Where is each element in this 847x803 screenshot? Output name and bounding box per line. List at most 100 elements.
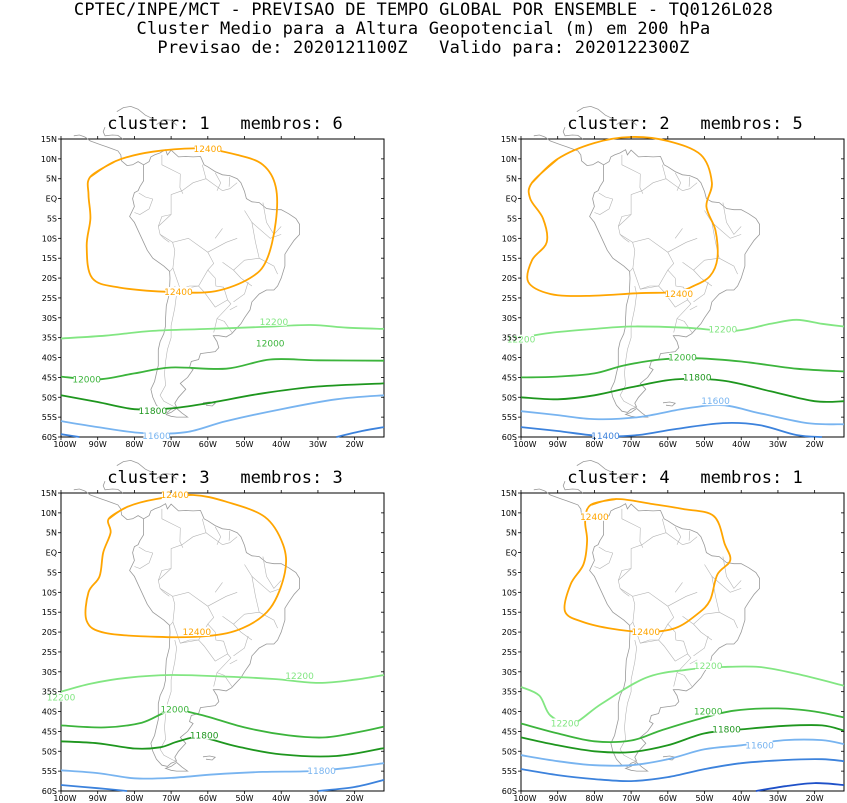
contour-label: 12000 bbox=[72, 375, 101, 385]
lat-tick-label: 5S bbox=[507, 568, 517, 577]
country-border bbox=[619, 588, 630, 597]
contour-label: 11800 bbox=[307, 767, 336, 777]
geopotential-contour bbox=[520, 758, 845, 783]
country-border bbox=[629, 621, 634, 626]
contour-label-bg bbox=[632, 627, 659, 637]
geopotential-contour bbox=[60, 674, 385, 693]
panel-2-map: 12400 12200 12200 12000 11800 11600 11400 15N 10… bbox=[501, 105, 845, 449]
geopotential-contour bbox=[563, 498, 732, 634]
country-border bbox=[244, 210, 260, 261]
contour-label-bg bbox=[508, 334, 534, 344]
contour-label: 12000 bbox=[694, 708, 723, 718]
country-border bbox=[159, 588, 170, 597]
contour-label-bg bbox=[161, 489, 188, 499]
lat-tick-label: 25S bbox=[42, 294, 57, 303]
lat-tick-label: 5N bbox=[46, 529, 57, 538]
country-border bbox=[619, 285, 637, 408]
lat-tick-label: 25S bbox=[42, 648, 57, 657]
map-frame bbox=[520, 138, 845, 438]
country-border bbox=[180, 639, 232, 687]
lat-tick-label: 40S bbox=[42, 354, 57, 363]
caribbean-coastline bbox=[156, 473, 178, 480]
lat-tick-label: 55S bbox=[502, 413, 517, 422]
contour-label: 12200 bbox=[260, 318, 289, 328]
lat-tick-label: 35S bbox=[502, 688, 517, 697]
lon-tick-label: 90W bbox=[89, 440, 107, 449]
country-border bbox=[629, 267, 634, 272]
contour-label-bg bbox=[665, 288, 692, 298]
lon-tick-label: 60W bbox=[659, 794, 677, 803]
country-border bbox=[233, 613, 253, 641]
country-border bbox=[674, 526, 682, 545]
contour-label: 12000 bbox=[160, 706, 189, 716]
falklands-coastline bbox=[662, 401, 677, 407]
panel-1-map: 12400 12400 12200 12000 12000 11800 11600 15N 10… bbox=[41, 105, 385, 449]
geopotential-contour bbox=[520, 738, 845, 767]
country-border bbox=[169, 267, 174, 272]
country-border bbox=[172, 591, 215, 644]
caribbean-coastline bbox=[616, 473, 638, 480]
contour-label-bg bbox=[746, 740, 773, 750]
contour-label-bg bbox=[592, 431, 619, 441]
lat-tick-label: 10S bbox=[502, 234, 517, 243]
country-border bbox=[259, 257, 278, 275]
country-border bbox=[719, 611, 738, 629]
contour-label-bg bbox=[48, 692, 74, 702]
lon-tick-label: 80W bbox=[585, 794, 603, 803]
contour-label-bg bbox=[581, 511, 608, 521]
lon-tick-label: 30W bbox=[769, 794, 787, 803]
country-border bbox=[161, 154, 184, 194]
lat-tick-label: 20S bbox=[42, 274, 57, 283]
contour-label: 11800 bbox=[190, 731, 219, 741]
contour-label-bg bbox=[139, 406, 166, 416]
country-border bbox=[216, 672, 233, 687]
country-border bbox=[202, 518, 207, 533]
country-border bbox=[704, 564, 720, 615]
country-border bbox=[674, 228, 683, 239]
country-border bbox=[619, 639, 637, 762]
country-border bbox=[617, 532, 698, 597]
contour-label-bg bbox=[702, 396, 729, 406]
central-america-coastline bbox=[533, 134, 604, 167]
lon-tick-label: 100W bbox=[513, 440, 536, 449]
lat-tick-label: 5S bbox=[47, 568, 57, 577]
lon-tick-label: 40W bbox=[732, 440, 750, 449]
lon-tick-label: 70W bbox=[162, 794, 180, 803]
country-border bbox=[138, 192, 153, 200]
contour-label: 11800 bbox=[683, 373, 712, 383]
lat-tick-label: 5S bbox=[507, 214, 517, 223]
contour-label-bg bbox=[143, 431, 170, 441]
country-border bbox=[667, 238, 698, 253]
lon-tick-label: 100W bbox=[513, 794, 536, 803]
panel-3-title: cluster: 3 membros: 3 bbox=[107, 468, 343, 488]
contour-label-bg bbox=[286, 670, 313, 680]
country-border bbox=[704, 210, 720, 261]
country-border bbox=[662, 518, 667, 533]
country-border bbox=[251, 576, 282, 593]
lat-tick-label: 25S bbox=[502, 294, 517, 303]
lon-tick-label: 40W bbox=[732, 794, 750, 803]
lon-tick-label: 90W bbox=[89, 794, 107, 803]
header-line-2: Cluster Medio para a Altura Geopotencial… bbox=[136, 19, 711, 39]
lon-tick-label: 80W bbox=[125, 794, 143, 803]
country-border bbox=[711, 222, 742, 239]
contour-label: 12400 bbox=[665, 290, 694, 300]
south-america-coastline bbox=[589, 149, 760, 413]
country-border bbox=[619, 234, 630, 243]
lat-tick-label: 50S bbox=[42, 393, 57, 402]
lat-tick-label: EQ bbox=[46, 195, 57, 204]
contour-label: 12200 bbox=[551, 719, 580, 729]
contour-label: 12400 bbox=[631, 628, 660, 638]
country-border bbox=[598, 192, 613, 200]
lat-tick-label: 60S bbox=[42, 787, 57, 796]
country-border bbox=[632, 237, 675, 290]
country-border bbox=[222, 261, 234, 271]
header-line-1: CPTEC/INPE/MCT - PREVISAO DE TEMPO GLOBA… bbox=[73, 0, 774, 20]
contour-label: 11800 bbox=[138, 407, 167, 417]
lat-tick-label: 15S bbox=[42, 608, 57, 617]
country-border bbox=[674, 582, 683, 593]
country-border bbox=[693, 259, 713, 287]
country-border bbox=[594, 198, 614, 215]
geopotential-contour bbox=[520, 665, 845, 725]
lat-tick-label: 20S bbox=[42, 628, 57, 637]
